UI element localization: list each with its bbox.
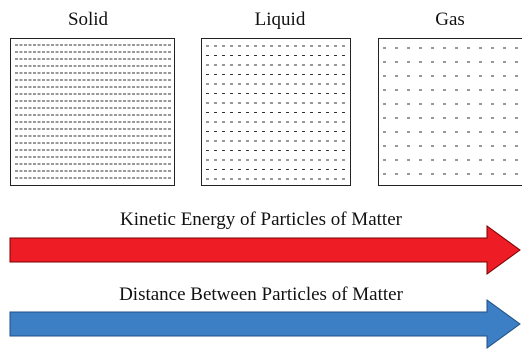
liquid-box	[201, 38, 351, 186]
liquid-particles	[206, 45, 348, 180]
distance-arrow	[9, 299, 521, 349]
solid-particles	[15, 44, 172, 179]
gas-box	[378, 38, 522, 186]
kinetic-energy-arrow	[9, 225, 521, 275]
kinetic-energy-arrow-shape	[9, 225, 521, 275]
gas-label: Gas	[435, 9, 465, 30]
distance-arrow-shape	[9, 299, 521, 349]
kinetic-energy-label: Kinetic Energy of Particles of Matter	[120, 209, 402, 230]
solid-label: Solid	[67, 9, 109, 30]
gas-particles	[383, 47, 522, 175]
liquid-label: Liquid	[254, 9, 306, 30]
distance-label: Distance Between Particles of Matter	[119, 284, 403, 305]
solid-box	[10, 38, 175, 186]
